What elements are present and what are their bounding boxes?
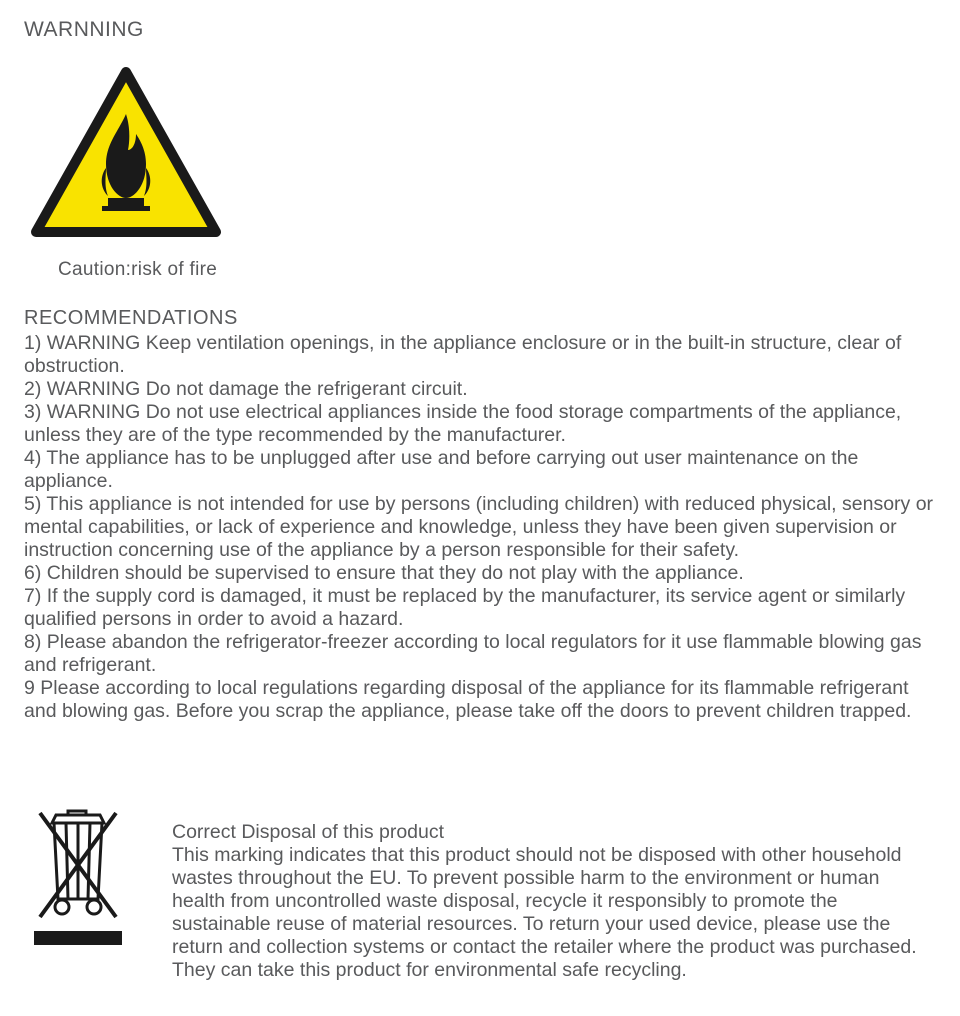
recommendation-item: 7) If the supply cord is damaged, it mus… bbox=[24, 585, 936, 631]
weee-bin-icon bbox=[28, 809, 128, 954]
recommendation-item: 6) Children should be supervised to ensu… bbox=[24, 562, 936, 585]
recommendation-item: 3) WARNING Do not use electrical applian… bbox=[24, 401, 936, 447]
caution-text: Caution:risk of fire bbox=[58, 259, 936, 281]
disposal-body: This marking indicates that this product… bbox=[172, 844, 936, 982]
recommendation-item: 8) Please abandon the refrigerator-freez… bbox=[24, 631, 936, 677]
page-title: WARNNING bbox=[24, 18, 936, 42]
recommendation-item: 4) The appliance has to be unplugged aft… bbox=[24, 447, 936, 493]
recommendations-list: 1) WARNING Keep ventilation openings, in… bbox=[24, 332, 936, 723]
disposal-heading: Correct Disposal of this product bbox=[172, 821, 936, 844]
recommendation-item: 2) WARNING Do not damage the refrigerant… bbox=[24, 378, 936, 401]
recommendations-heading: RECOMMENDATIONS bbox=[24, 307, 936, 330]
disposal-text: Correct Disposal of this product This ma… bbox=[172, 807, 936, 982]
flammable-warning-icon bbox=[28, 64, 936, 249]
recommendation-item: 9 Please according to local regulations … bbox=[24, 677, 936, 723]
disposal-section: Correct Disposal of this product This ma… bbox=[24, 807, 936, 982]
recommendation-item: 1) WARNING Keep ventilation openings, in… bbox=[24, 332, 936, 378]
recommendation-item: 5) This appliance is not intended for us… bbox=[24, 493, 936, 562]
